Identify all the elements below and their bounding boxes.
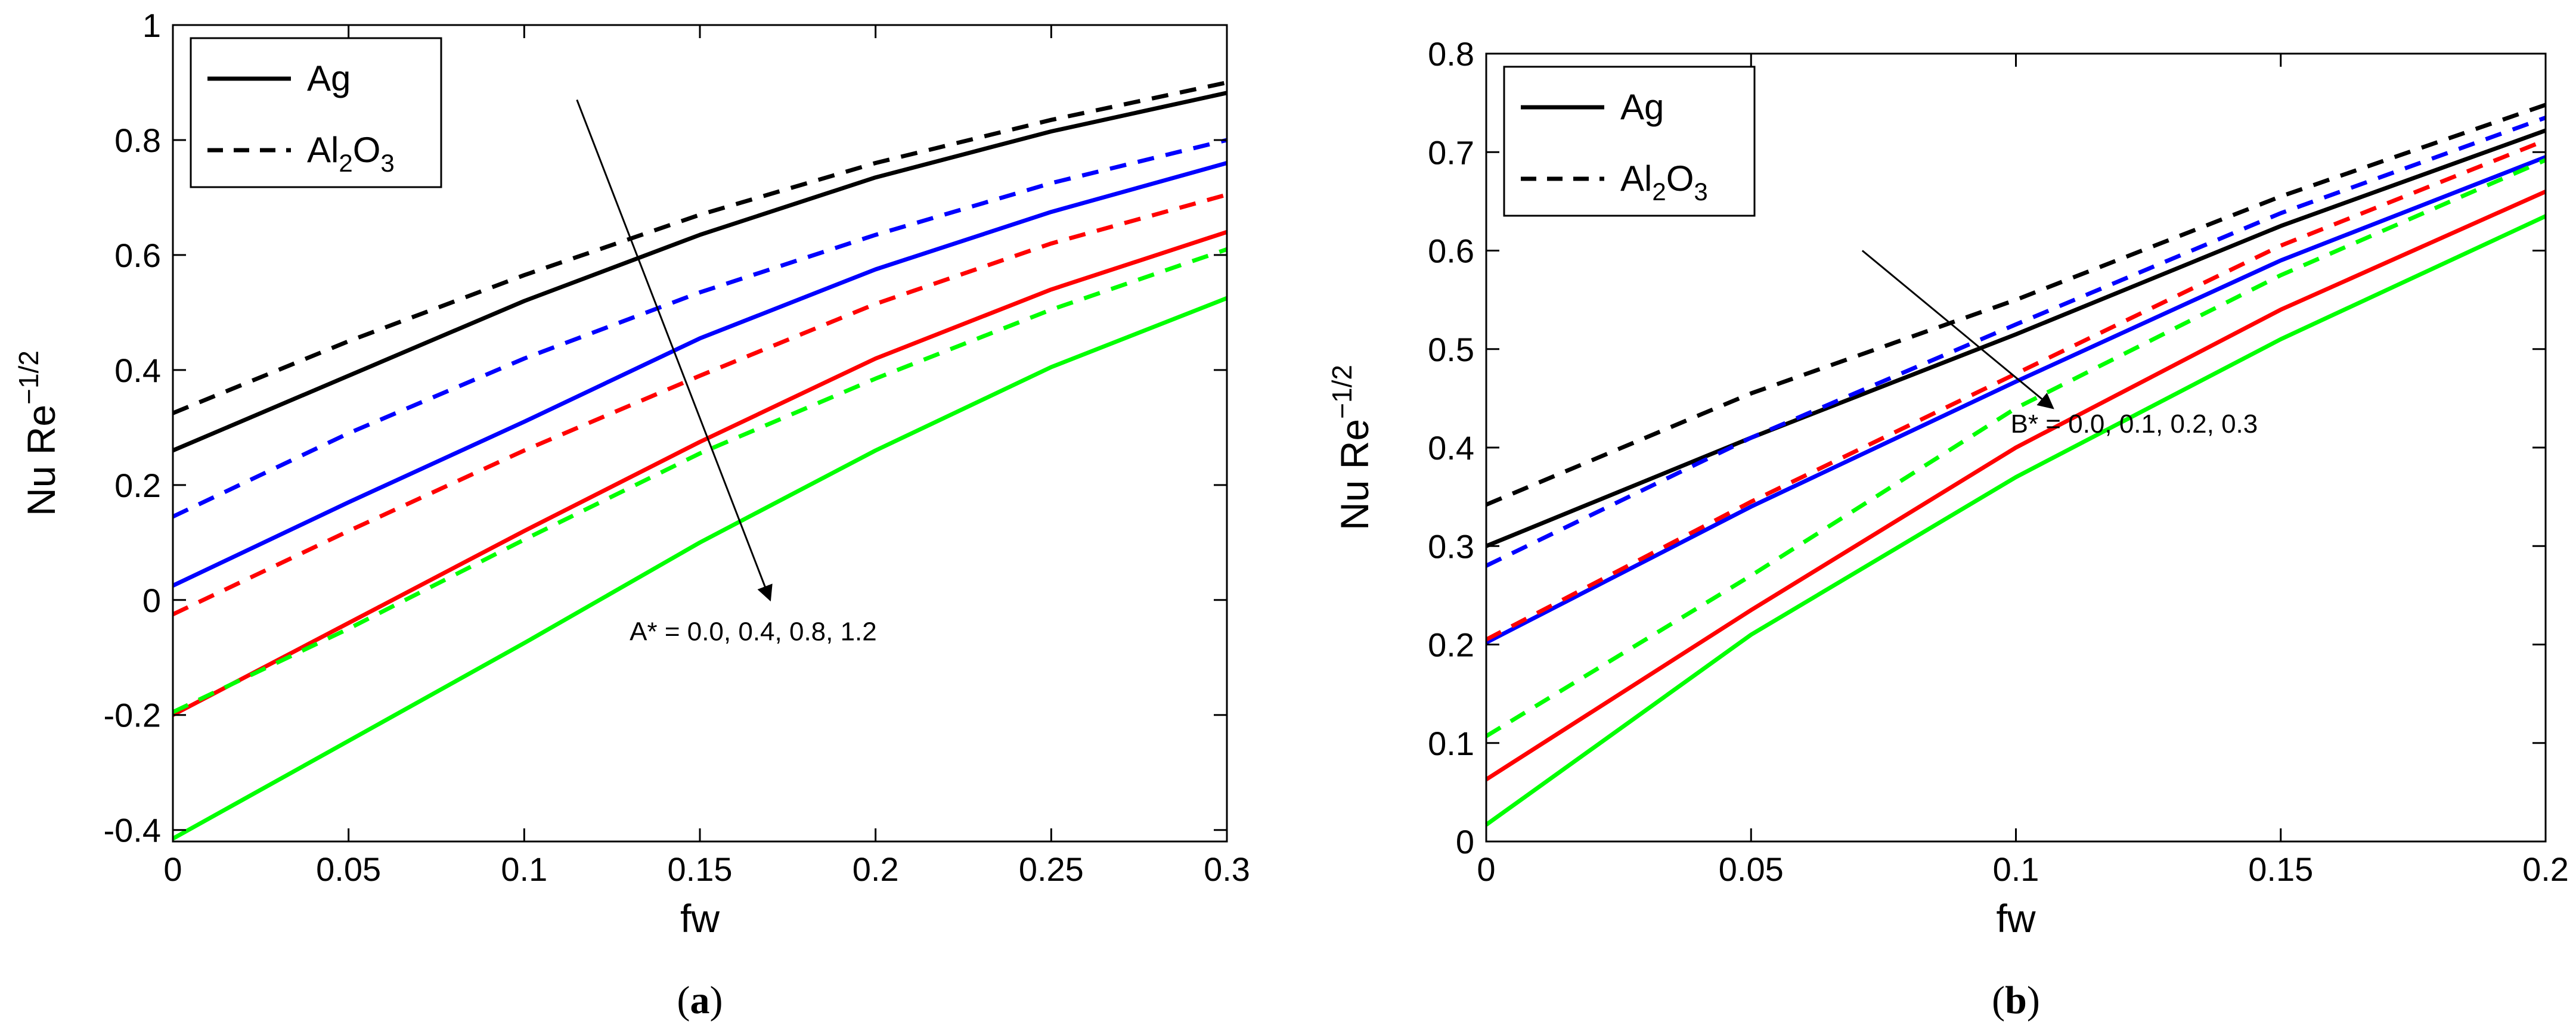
y-tick-label-b-8: 0.8	[1428, 35, 1474, 73]
series-line-a-3	[172, 161, 1227, 588]
y-tick-label-a-4: 0.4	[114, 352, 161, 389]
legend-box-b	[1503, 66, 1756, 217]
caption-a: (a)	[677, 979, 723, 1022]
y-tick-label-b-2: 0.2	[1428, 626, 1474, 664]
annotation-arrow-b	[1861, 250, 2054, 409]
y-axis-label-exp-b: −1/2	[1326, 365, 1357, 419]
series-line-b-6	[1485, 138, 2547, 642]
panel-b: 0 0.05 0.1 0.15 0.2 0 0.1 0.2 0.3 0.4 0.5 0.6 0.7 0.8…	[1326, 35, 2569, 1022]
y-tick-label-a-2: 0	[142, 582, 161, 619]
y-axis-label-base-b: Nu Re	[1332, 419, 1377, 530]
x-tick-label-a-0: 0	[163, 850, 182, 888]
y-tick-label-b-3: 0.3	[1428, 527, 1474, 565]
series-line-a-4	[172, 138, 1227, 519]
y-tick-label-b-5: 0.5	[1428, 331, 1474, 368]
series-line-b-4	[1485, 116, 2547, 568]
y-axis-label-exp-a: −1/2	[13, 350, 44, 405]
y-tick-label-a-6: 0.8	[114, 122, 161, 159]
series-layer-b	[1484, 103, 2547, 827]
y-tick-label-a-1: -0.2	[104, 697, 162, 734]
series-line-a-1	[172, 91, 1227, 453]
caption-letter-a: a	[690, 979, 710, 1022]
annotation-b: B* = 0.0, 0.1, 0.2, 0.3	[1861, 250, 2258, 439]
y-axis-label-b: Nu Re−1/2	[1326, 365, 1377, 530]
x-tick-label-b-0: 0	[1477, 850, 1495, 888]
panel-a: 0 0.05 0.1 0.15 0.2 0.25 0.3 -0.4 -0.2 0 0.2 0.4 0.6…	[13, 7, 1250, 1022]
x-tick-label-a-4: 0.2	[853, 850, 899, 888]
annotation-a: A* = 0.0, 0.4, 0.8, 1.2	[576, 99, 877, 646]
y-tick-label-a-0: -0.4	[104, 812, 162, 849]
y-tick-label-b-0: 0	[1456, 823, 1474, 861]
series-layer-a	[172, 80, 1228, 841]
x-axis-label-b: fw	[1997, 896, 2036, 940]
x-tick-label-a-2: 0.1	[501, 850, 547, 888]
legend-label-b-1: Al2O3	[1620, 159, 1708, 206]
series-line-a-5	[172, 229, 1228, 717]
series-line-b-1	[1485, 128, 2547, 548]
y-tick-label-b-7: 0.7	[1428, 133, 1474, 171]
x-tick-label-b-2: 0.1	[1993, 850, 2039, 888]
series-line-b-7	[1484, 214, 2547, 827]
y-tick-label-b-4: 0.4	[1428, 429, 1474, 467]
series-line-a-6	[172, 192, 1227, 617]
annotation-text-b: B* = 0.0, 0.1, 0.2, 0.3	[2011, 409, 2258, 439]
ticks-a: 0 0.05 0.1 0.15 0.2 0.25 0.3 -0.4 -0.2 0 0.2 0.4 0.6…	[104, 7, 1250, 888]
y-tick-label-a-3: 0.2	[114, 467, 161, 504]
x-tick-label-b-3: 0.15	[2248, 850, 2313, 888]
x-tick-label-a-6: 0.3	[1204, 850, 1250, 888]
x-tick-label-b-4: 0.2	[2522, 850, 2569, 888]
series-line-b-3	[1485, 155, 2547, 645]
legend-box-a	[190, 37, 442, 188]
series-line-a-2	[172, 80, 1227, 415]
legend-label-b-0: Ag	[1620, 87, 1664, 127]
series-line-a-8	[172, 247, 1228, 715]
legend-label-a-0: Ag	[307, 58, 351, 98]
x-tick-label-a-3: 0.15	[668, 850, 733, 888]
y-tick-label-a-7: 1	[142, 7, 161, 44]
series-line-b-8	[1485, 158, 2547, 738]
caption-letter-b: b	[2005, 979, 2027, 1022]
y-axis-label-a: Nu Re−1/2	[13, 350, 63, 516]
series-line-b-5	[1485, 190, 2547, 781]
y-tick-label-a-5: 0.6	[114, 237, 161, 274]
annotation-arrow-a	[576, 99, 773, 602]
x-tick-label-b-1: 0.05	[1719, 850, 1784, 888]
y-tick-label-b-1: 0.1	[1428, 725, 1474, 762]
annotation-text-a: A* = 0.0, 0.4, 0.8, 1.2	[630, 617, 877, 646]
y-tick-label-b-6: 0.6	[1428, 232, 1474, 270]
x-axis-label-a: fw	[680, 896, 720, 940]
x-tick-label-a-1: 0.05	[316, 850, 381, 888]
y-axis-label-base-a: Nu Re	[19, 405, 63, 516]
legend-a: Ag Al2O3	[190, 37, 442, 188]
series-line-b-2	[1485, 103, 2547, 507]
ticks-b: 0 0.05 0.1 0.15 0.2 0 0.1 0.2 0.3 0.4 0.5 0.6 0.7 0.8	[1428, 35, 2569, 888]
x-tick-label-a-5: 0.25	[1019, 850, 1084, 888]
caption-b: (b)	[1992, 979, 2040, 1022]
legend-label-a-1: Al2O3	[307, 130, 395, 177]
legend-b: Ag Al2O3	[1503, 66, 1756, 217]
series-line-a-7	[172, 296, 1228, 841]
